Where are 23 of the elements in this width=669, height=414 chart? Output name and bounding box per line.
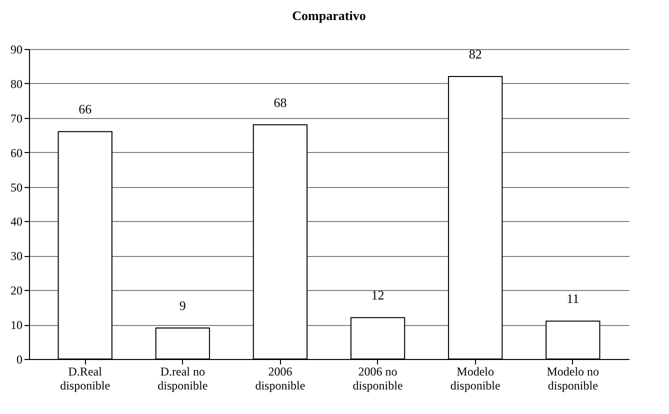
data-label: 9 bbox=[179, 298, 186, 313]
data-label: 12 bbox=[371, 288, 384, 303]
y-tick-label: 70 bbox=[10, 111, 22, 126]
y-tick-label: 50 bbox=[10, 180, 22, 194]
data-label: 11 bbox=[566, 291, 580, 306]
chart-title: Comparativo bbox=[292, 8, 366, 23]
data-label: 68 bbox=[274, 94, 287, 110]
x-tick-label: D.Real disponible bbox=[60, 364, 110, 392]
y-tick-label: 30 bbox=[10, 249, 22, 264]
x-tick-label: 2006 disponible bbox=[255, 364, 306, 392]
y-tick-label: 40 bbox=[10, 214, 22, 229]
y-tick-label: 20 bbox=[10, 284, 22, 298]
x-tick-label: Modelo no disponible bbox=[546, 364, 600, 392]
data-label: 66 bbox=[78, 102, 92, 117]
x-tick-label: D.real no disponible bbox=[158, 364, 208, 392]
y-tick-label: 80 bbox=[10, 76, 22, 91]
x-tick-label: 2006 no disponible bbox=[352, 364, 403, 392]
data-label: 82 bbox=[468, 46, 482, 62]
y-tick-label: 0 bbox=[16, 352, 22, 366]
y-tick-label: 10 bbox=[10, 318, 22, 332]
x-tick-label: Modelo disponible bbox=[450, 364, 500, 392]
y-tick-label: 60 bbox=[10, 146, 22, 160]
y-tick-label: 90 bbox=[10, 42, 22, 56]
